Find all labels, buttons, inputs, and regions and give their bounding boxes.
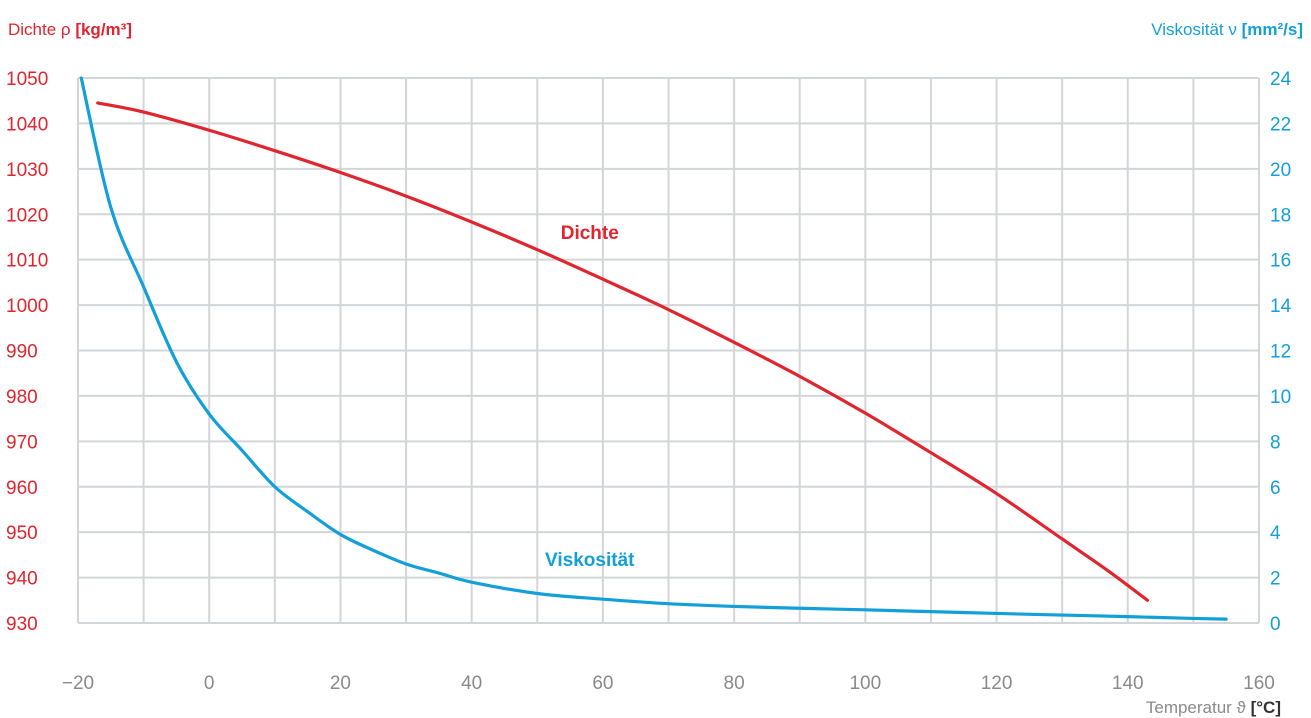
x-tick-label: 140 (1112, 673, 1144, 694)
x-tick-label: 100 (849, 673, 881, 694)
y-right-tick-label: 22 (1270, 114, 1291, 135)
y-right-tick-label: 10 (1270, 387, 1291, 408)
left-axis-title-text: Dichte ρ (8, 20, 75, 39)
viscosity-line (79, 76, 1228, 621)
right-axis-title: Viskosität ν [mm²/s] (1151, 20, 1303, 39)
y-right-tick-label: 18 (1270, 205, 1291, 226)
y-left-tick-label: 960 (6, 478, 38, 499)
grid (77, 77, 1260, 624)
y-left-tick-label: 1020 (6, 205, 48, 226)
y-right-tick-label: 16 (1270, 251, 1291, 272)
y-left-tick-label: 1040 (6, 114, 48, 135)
x-axis-title-text: Temperatur ϑ (1146, 698, 1251, 717)
y-left-tick-label: 1000 (6, 296, 48, 317)
x-tick-label: 20 (330, 673, 351, 694)
x-tick-label: 40 (461, 673, 482, 694)
y-right-tick-label: 24 (1270, 69, 1292, 90)
y-left-tick-label: 990 (6, 342, 38, 363)
y-left-tick-label: 980 (6, 387, 38, 408)
y-left-tick-label: 1010 (6, 251, 48, 272)
y-left-tick-label: 950 (6, 523, 38, 544)
tick-labels: 9309409509609709809901000101010201030104… (6, 69, 1292, 694)
left-axis-title: Dichte ρ [kg/m³] (8, 20, 132, 39)
x-tick-label: 60 (592, 673, 613, 694)
y-left-tick-label: 970 (6, 432, 38, 453)
x-tick-label: 0 (204, 673, 215, 694)
series-annotations: Dichte Viskosität (545, 223, 635, 571)
x-tick-label: 80 (724, 673, 745, 694)
y-left-tick-label: 1050 (6, 69, 48, 90)
y-left-tick-label: 930 (6, 614, 38, 635)
y-right-tick-label: 0 (1270, 614, 1281, 635)
y-right-tick-label: 8 (1270, 432, 1281, 453)
density-line (96, 101, 1150, 602)
y-right-tick-label: 20 (1270, 160, 1291, 181)
density-series-label: Dichte (561, 223, 619, 244)
y-left-tick-label: 1030 (6, 160, 48, 181)
y-right-tick-label: 2 (1270, 569, 1281, 590)
x-tick-label: 160 (1243, 673, 1275, 694)
series-lines (79, 76, 1228, 621)
right-axis-title-text: Viskosität ν (1151, 20, 1241, 39)
viscosity-series-label: Viskosität (545, 550, 635, 571)
y-right-tick-label: 6 (1270, 478, 1281, 499)
x-tick-label: −20 (62, 673, 94, 694)
x-axis-title-unit: [°C] (1251, 698, 1281, 717)
left-axis-title-unit: [kg/m³] (75, 20, 132, 39)
x-axis-title: Temperatur ϑ [°C] (1146, 698, 1281, 717)
y-right-tick-label: 14 (1270, 296, 1292, 317)
x-tick-label: 120 (981, 673, 1013, 694)
y-right-tick-label: 4 (1270, 523, 1281, 544)
y-right-tick-label: 12 (1270, 342, 1291, 363)
right-axis-title-unit: [mm²/s] (1242, 20, 1303, 39)
y-left-tick-label: 940 (6, 569, 38, 590)
